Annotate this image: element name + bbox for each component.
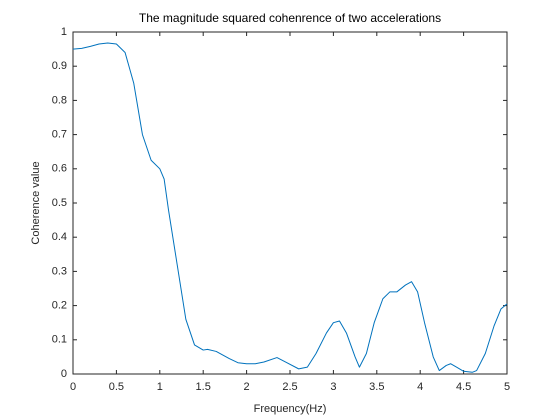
y-tick-label: 0.8 — [52, 94, 67, 106]
y-tick-label: 0.2 — [52, 300, 67, 312]
x-tick-label: 3.5 — [369, 381, 384, 393]
x-tick-label: 3 — [330, 381, 336, 393]
plot-area — [73, 32, 507, 374]
x-tick-label: 2 — [244, 381, 250, 393]
y-tick-label: 0.1 — [52, 334, 67, 346]
chart-title: The magnitude squared cohenrence of two … — [139, 11, 441, 25]
x-tick-label: 2.5 — [282, 381, 297, 393]
y-tick-label: 0.7 — [52, 129, 67, 141]
x-tick-label: 5 — [504, 381, 510, 393]
y-tick-label: 0.4 — [52, 231, 67, 243]
x-tick-label: 0 — [70, 381, 76, 393]
y-tick-label: 1 — [61, 26, 67, 38]
y-tick-label: 0.9 — [52, 60, 67, 72]
y-tick-label: 0.6 — [52, 163, 67, 175]
y-axis-label: Coherence value — [30, 161, 42, 244]
x-tick-label: 1.5 — [196, 381, 211, 393]
y-tick-label: 0 — [61, 368, 67, 380]
y-tick-label: 0.5 — [52, 197, 67, 209]
x-tick-label: 4.5 — [456, 381, 471, 393]
data-line — [72, 42, 508, 373]
x-tick-label: 1 — [157, 381, 163, 393]
x-tick-label: 0.5 — [109, 381, 124, 393]
x-tick-label: 4 — [417, 381, 423, 393]
y-tick-label: 0.3 — [52, 265, 67, 277]
x-axis-label: Frequency(Hz) — [254, 403, 327, 415]
